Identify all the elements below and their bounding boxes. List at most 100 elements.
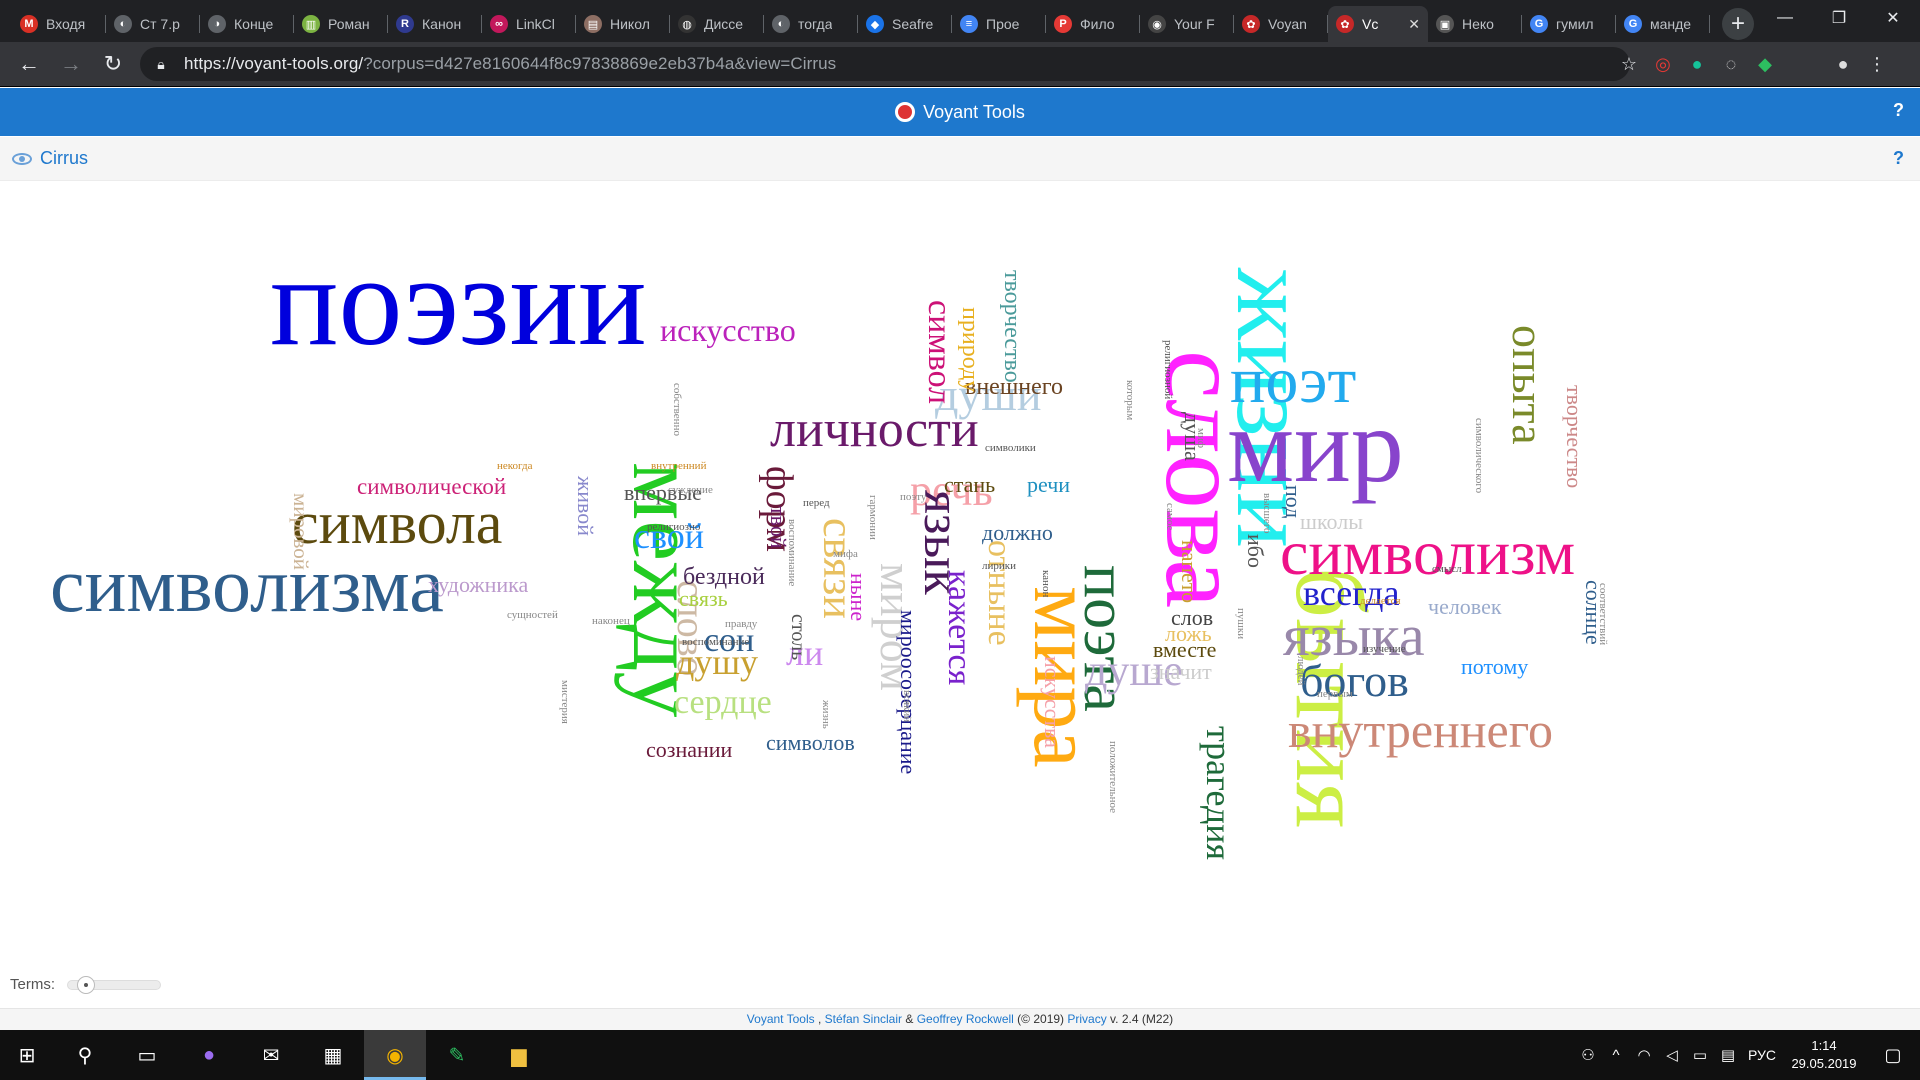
cloud-term[interactable]: гармонии (866, 495, 879, 540)
cloud-term[interactable]: сущностей (507, 608, 558, 621)
cloud-term[interactable]: людей (1294, 656, 1307, 686)
cloud-term[interactable]: творчество (1561, 385, 1587, 489)
browser-tab[interactable]: ✿ Vc ✕ (1328, 6, 1428, 42)
terms-slider-handle[interactable] (77, 975, 96, 994)
clock[interactable]: 1:14 29.05.2019 (1782, 1037, 1866, 1073)
cloud-term[interactable]: богов (1300, 655, 1409, 707)
restore-button[interactable]: ❐ (1831, 10, 1847, 27)
cloud-term[interactable]: опыта (1503, 325, 1555, 445)
cloud-term[interactable]: поэт (1230, 343, 1357, 417)
extension-bulb-icon[interactable]: ◌ (1725, 54, 1737, 74)
browser-tab[interactable]: ◍ Диссе (670, 6, 764, 42)
cloud-term[interactable]: внутренний (651, 459, 707, 472)
wifi-icon[interactable]: ◠ (1637, 1047, 1651, 1064)
cloud-term[interactable]: мировой (288, 493, 313, 571)
cloud-term[interactable]: связь (679, 585, 728, 611)
minimize-button[interactable]: — (1777, 9, 1793, 26)
cloud-term[interactable]: символизм (1280, 516, 1576, 588)
cloud-term[interactable]: ложь (1165, 620, 1212, 646)
cloud-term[interactable]: религиозно (647, 520, 701, 533)
cloud-term[interactable]: символизма (50, 541, 444, 629)
cloud-term[interactable]: творчество (998, 270, 1025, 383)
cloud-term[interactable]: стань (944, 471, 996, 497)
cloud-term[interactable]: сердце (674, 684, 772, 722)
chrome-menu-icon[interactable]: ⋮ (1868, 54, 1886, 74)
cloud-term[interactable]: соответствий (1596, 583, 1609, 646)
tab-close-icon[interactable]: ✕ (1408, 15, 1420, 32)
cloud-term[interactable]: языка (1283, 603, 1425, 669)
chrome-taskbar-icon[interactable]: ◉ (364, 1030, 426, 1080)
cloud-term[interactable]: значит (1150, 658, 1212, 684)
new-tab-button[interactable]: + (1722, 8, 1754, 40)
cloud-term[interactable]: жизнь (819, 700, 832, 729)
cloud-term[interactable]: мистерия (558, 680, 571, 724)
cloud-term[interactable]: столь (787, 614, 809, 661)
language-indicator[interactable]: РУС (1747, 1047, 1777, 1063)
task-view-icon[interactable]: ▭ (137, 1044, 157, 1067)
close-window-button[interactable]: ✕ (1886, 10, 1900, 27)
cloud-term[interactable]: внутреннего (1288, 702, 1553, 758)
cloud-term[interactable]: воспоминание (682, 635, 750, 648)
cloud-term[interactable]: правду (725, 617, 758, 630)
cloud-term[interactable]: свой (634, 516, 704, 557)
voyant-help-icon[interactable]: ? (1893, 100, 1904, 120)
cloud-term[interactable]: канон (1039, 570, 1052, 598)
extension-target-icon[interactable]: ◎ (1655, 54, 1671, 74)
cloud-term[interactable]: символического (1472, 418, 1485, 494)
cloud-term[interactable]: делается (1360, 594, 1401, 607)
browser-tab[interactable]: M Входя (12, 6, 106, 42)
forward-button[interactable]: → (60, 51, 82, 76)
cloud-term[interactable]: душе (1085, 645, 1183, 695)
cloud-term[interactable]: высшего (1260, 493, 1273, 534)
cloud-term[interactable]: кажется (940, 570, 978, 686)
cloud-term[interactable]: отныне (980, 540, 1018, 646)
browser-tab[interactable]: ◐ тогда (764, 6, 858, 42)
cloud-term[interactable]: символической (357, 474, 507, 500)
browser-tab[interactable]: ◑ Конце (200, 6, 294, 42)
browser-tab[interactable]: R Канон (388, 6, 482, 42)
browser-tab[interactable]: ▣ Неко (1428, 6, 1522, 42)
cloud-term[interactable]: ли (786, 633, 824, 674)
address-bar[interactable]: 🔒︎ https://voyant-tools.org/?corpus=d427… (140, 47, 1630, 81)
cloud-term[interactable]: религиозной (1161, 340, 1174, 400)
cloud-term[interactable]: миф (1194, 428, 1207, 448)
cloud-term[interactable]: человек (1428, 593, 1502, 619)
cloud-term[interactable]: наконец (592, 614, 630, 627)
cloud-term[interactable]: живой (572, 476, 598, 536)
cloud-term[interactable]: символов (766, 729, 855, 755)
cloud-term[interactable]: потому (1461, 653, 1529, 679)
show-hidden-icons-icon[interactable]: ^ (1612, 1046, 1620, 1064)
browser-tab[interactable]: ▥ Роман (294, 6, 388, 42)
cloud-term[interactable]: положительное (1106, 741, 1119, 814)
cloud-term[interactable]: личности (770, 401, 979, 459)
cloud-term[interactable]: ибо (1242, 534, 1268, 568)
browser-tab[interactable]: ◐ Ст 7.р (106, 6, 200, 42)
extension-evernote-icon[interactable]: ◆ (1758, 54, 1772, 74)
browser-tab[interactable]: ∞ LinkCl (482, 6, 576, 42)
browser-tab[interactable]: ▤ Никол (576, 6, 670, 42)
reload-button[interactable]: ↻ (103, 51, 123, 76)
cloud-term[interactable]: некогда (497, 459, 533, 472)
bookmark-star-icon[interactable]: ☆ (1620, 54, 1638, 74)
cloud-term[interactable]: внешнего (965, 374, 1064, 401)
cloud-term[interactable]: мир (1227, 387, 1404, 505)
cloud-term[interactable]: собственно (670, 383, 683, 436)
cloud-term[interactable]: художника (428, 571, 529, 597)
search-icon[interactable]: ⚲ (77, 1044, 93, 1067)
cloud-term[interactable]: душу (676, 642, 759, 683)
footer-rockwell-link[interactable]: Geoffrey Rockwell (916, 1012, 1014, 1026)
browser-tab[interactable]: ✿ Voyan (1234, 6, 1328, 42)
cloud-term[interactable]: слов (1171, 604, 1214, 630)
browser-tab[interactable]: ◉ Your F (1140, 6, 1234, 42)
cloud-term[interactable]: изучение (1363, 642, 1406, 655)
back-button[interactable]: ← (18, 51, 40, 76)
cloud-term[interactable]: поэту (900, 490, 927, 503)
cloud-term[interactable]: сон (704, 622, 755, 660)
cloud-term[interactable]: школы (1300, 508, 1363, 534)
cloud-term[interactable]: символ (920, 300, 958, 405)
battery-icon[interactable]: ▭ (1692, 1047, 1708, 1064)
cloud-term[interactable]: которым (1123, 380, 1136, 421)
cloud-term[interactable]: перед (803, 496, 830, 509)
